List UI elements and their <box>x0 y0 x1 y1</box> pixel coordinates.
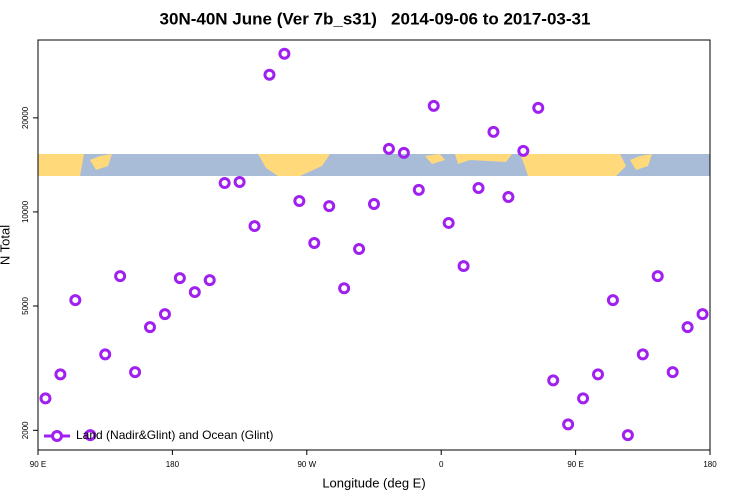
point <box>323 200 336 213</box>
x-tick-label: 0 <box>439 460 444 469</box>
point <box>472 181 485 194</box>
point <box>621 429 634 442</box>
x-tick-label: 90 E <box>30 460 46 469</box>
point <box>487 125 500 138</box>
point <box>188 286 201 299</box>
point <box>681 321 694 334</box>
point <box>412 183 425 196</box>
point <box>532 101 545 114</box>
point <box>129 366 142 379</box>
point <box>338 282 351 295</box>
point <box>84 429 97 442</box>
x-axis-label: Longitude (deg E) <box>322 475 425 490</box>
point <box>517 144 530 157</box>
point <box>547 374 560 387</box>
y-tick-label: 2000 <box>21 421 30 439</box>
point <box>457 260 470 273</box>
point <box>293 194 306 207</box>
y-axis-label: N Total <box>0 225 12 265</box>
chart-title: 30N-40N June (Ver 7b_s31) 2014-09-06 to … <box>160 9 591 28</box>
map-band <box>38 154 710 176</box>
point <box>651 270 664 283</box>
point <box>54 368 67 381</box>
point <box>114 270 127 283</box>
y-tick-label: 20000 <box>21 106 30 129</box>
point <box>577 392 590 405</box>
plot-frame <box>37 39 711 451</box>
x-tick-label: 180 <box>166 460 180 469</box>
point <box>636 348 649 361</box>
point <box>218 176 231 189</box>
point <box>263 68 276 81</box>
point <box>606 294 619 307</box>
point <box>592 368 604 381</box>
point <box>203 274 216 287</box>
legend-swatch <box>51 430 63 442</box>
x-tick-label: 90 E <box>567 460 583 469</box>
x-tick-label: 90 W <box>297 460 316 469</box>
point <box>144 321 156 334</box>
point <box>99 348 112 361</box>
legend-label: Land (Nadir&Glint) and Ocean (Glint) <box>76 428 273 442</box>
point <box>308 237 321 250</box>
point <box>382 142 395 155</box>
y-tick-label: 10000 <box>21 200 30 223</box>
point <box>173 272 186 285</box>
x-tick-label: 180 <box>703 460 717 469</box>
point <box>69 294 82 307</box>
point <box>666 366 679 379</box>
point <box>353 242 366 255</box>
point <box>278 47 291 60</box>
point <box>233 175 246 188</box>
point <box>442 216 455 229</box>
point <box>39 392 52 405</box>
point <box>502 191 515 204</box>
point <box>696 308 709 321</box>
point <box>562 418 575 431</box>
y-tick-label: 5000 <box>21 297 30 315</box>
point <box>397 146 410 159</box>
point <box>158 308 171 321</box>
point <box>248 220 261 233</box>
point <box>427 99 440 112</box>
point <box>368 198 380 211</box>
